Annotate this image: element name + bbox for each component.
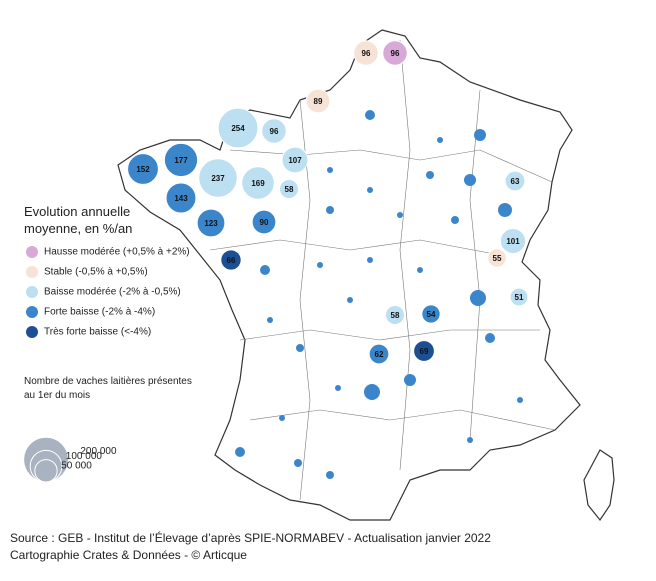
bubble-label: 107 [288, 156, 302, 165]
dept-borders [209, 39, 556, 501]
bubble-label: 237 [211, 174, 225, 183]
bubble [487, 248, 507, 268]
bubble [413, 340, 435, 362]
bubble-label: 89 [314, 97, 323, 106]
legend-label: Hausse modérée (+0,5% à +2%) [44, 247, 190, 258]
bubble [198, 158, 238, 198]
legend-swatch [26, 266, 38, 278]
bubble-label: 55 [493, 254, 502, 263]
legend-swatch [26, 246, 38, 258]
bubble-label: 96 [270, 127, 279, 136]
source-line: Source : GEB - Institut de l’Élevage d’a… [10, 530, 491, 545]
bubble-label: 69 [420, 347, 429, 356]
bubble [353, 40, 379, 66]
bubble-label: 177 [174, 156, 188, 165]
bubble [217, 107, 259, 149]
corsica-outline [583, 449, 615, 522]
bubble-label: 90 [260, 218, 269, 227]
legend-title-line: Evolution annuelle [24, 204, 130, 219]
bubble [499, 227, 527, 255]
bubble [305, 88, 331, 114]
bubble [281, 146, 309, 174]
size-legend-title-line: Nombre de vaches laitières présentes [24, 376, 192, 387]
bubble-label: 96 [362, 49, 371, 58]
bubble [165, 182, 197, 214]
bubble [127, 153, 159, 185]
legend-title: Evolution annuelle moyenne, en %/an [24, 204, 132, 236]
bubble-label: 152 [136, 165, 150, 174]
size-legend-circle [34, 459, 58, 483]
bubble [509, 287, 529, 307]
bubble [384, 304, 406, 326]
bubble-label: 143 [174, 194, 188, 203]
size-legend-label: 100 000 [66, 451, 103, 462]
bubble [220, 249, 242, 271]
bubble-label: 169 [251, 179, 265, 188]
size-legend-label: 50 000 [61, 460, 92, 471]
bubble-label: 254 [231, 124, 245, 133]
bubble-label: 62 [375, 350, 384, 359]
legend-label: Très forte baisse (<-4%) [44, 327, 151, 338]
legend-label: Forte baisse (-2% à -4%) [44, 307, 155, 318]
legend-swatch [26, 286, 38, 298]
legend-label: Stable (-0,5% à +0,5%) [44, 267, 148, 278]
legend-label: Baisse modérée (-2% à -0,5%) [44, 287, 181, 298]
bubble-label: 54 [427, 310, 436, 319]
bubble [368, 343, 390, 365]
bubble [251, 209, 277, 235]
size-legend-title-line: au 1er du mois [24, 390, 90, 401]
legend-title-line: moyenne, en %/an [24, 221, 132, 236]
bubble-label: 63 [511, 177, 520, 186]
bubble [421, 304, 441, 324]
legend-swatch [26, 306, 38, 318]
bubble-label: 66 [227, 256, 236, 265]
bubble [196, 208, 226, 238]
source-line: Cartographie Crates & Données - © Articq… [10, 548, 247, 562]
bubble [382, 40, 408, 66]
bubble [261, 118, 287, 144]
bubble-label: 51 [515, 293, 524, 302]
small-dots [235, 110, 523, 479]
bubble-label: 58 [285, 185, 294, 194]
bubble-label: 101 [506, 237, 520, 246]
bubble [504, 170, 526, 192]
legend: Evolution annuelle moyenne, en %/an [24, 204, 132, 236]
bubble [241, 166, 275, 200]
bubble-label: 123 [204, 219, 218, 228]
bubble [163, 142, 199, 178]
bubble [278, 178, 300, 200]
bubble-label: 96 [391, 49, 400, 58]
size-legend-label: 200 000 [80, 446, 117, 457]
legend-swatch [26, 326, 38, 338]
bubble-label: 58 [391, 311, 400, 320]
size-legend-title: Nombre de vaches laitières présentes au 1… [24, 376, 192, 401]
